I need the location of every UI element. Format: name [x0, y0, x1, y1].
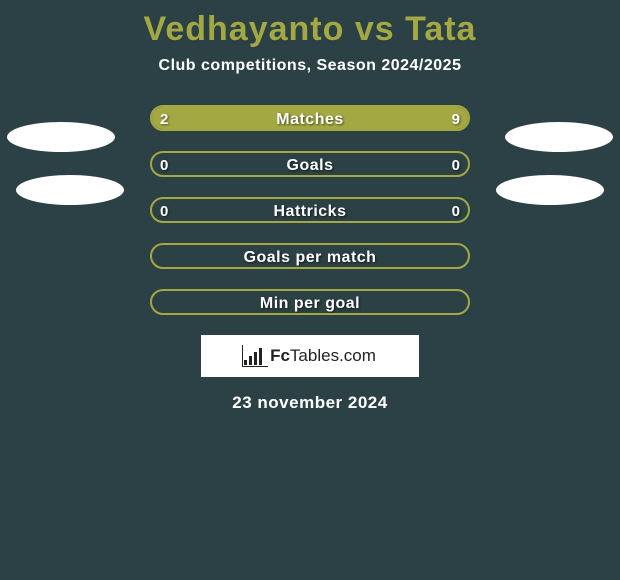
- stat-row-hattricks: 0 0 Hattricks: [10, 197, 610, 223]
- logo-suffix: Tables.com: [290, 346, 376, 365]
- logo-prefix: Fc: [270, 346, 290, 365]
- bar-track: Min per goal: [150, 289, 470, 315]
- stat-row-goals-per-match: Goals per match: [10, 243, 610, 269]
- stat-label: Min per goal: [152, 291, 468, 315]
- stat-row-min-per-goal: Min per goal: [10, 289, 610, 315]
- stat-row-goals: 0 0 Goals: [10, 151, 610, 177]
- bar-track: 0 0 Goals: [150, 151, 470, 177]
- stat-label: Goals: [152, 153, 468, 177]
- bar-track: Goals per match: [150, 243, 470, 269]
- bar-track: 2 9 Matches: [150, 105, 470, 131]
- fctables-logo[interactable]: FcTables.com: [201, 335, 419, 377]
- stat-label: Matches: [152, 107, 468, 131]
- bar-chart-icon: [244, 347, 266, 365]
- page-title: Vedhayanto vs Tata: [0, 0, 620, 49]
- bar-track: 0 0 Hattricks: [150, 197, 470, 223]
- stat-label: Goals per match: [152, 245, 468, 269]
- comparison-bars: 2 9 Matches 0 0 Goals 0 0 Hattricks: [0, 105, 620, 315]
- date-text: 23 november 2024: [0, 393, 620, 413]
- stat-label: Hattricks: [152, 199, 468, 223]
- subtitle: Club competitions, Season 2024/2025: [0, 57, 620, 75]
- stat-row-matches: 2 9 Matches: [10, 105, 610, 131]
- logo-text: FcTables.com: [270, 346, 376, 366]
